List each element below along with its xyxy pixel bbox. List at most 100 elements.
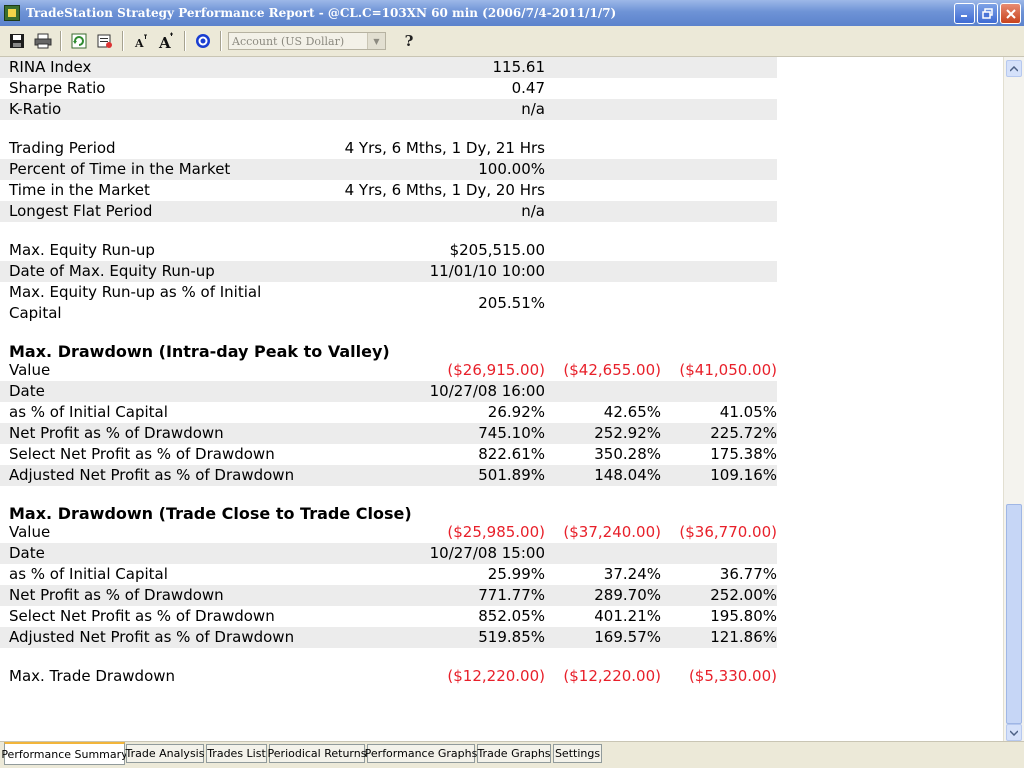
row-label: Adjusted Net Profit as % of Drawdown (9, 628, 295, 646)
row-label: Max. Trade Drawdown (9, 667, 176, 685)
tab-trade-analysis[interactable]: Trade Analysis (126, 744, 204, 763)
row-label-line: Capital (9, 304, 62, 322)
toolbar-separator (122, 31, 124, 51)
tab-performance-summary[interactable]: Performance Summary (1, 742, 128, 765)
account-select-value: Account (US Dollar) (232, 34, 345, 48)
row-value: 519.85% (478, 628, 545, 646)
tab-settings[interactable]: Settings (553, 744, 602, 763)
row-label: Percent of Time in the Market (9, 160, 231, 178)
row-value: 148.04% (594, 466, 661, 484)
row-label: Max. Equity Run-up as % of Initial Capit… (9, 282, 261, 324)
row-label: as % of Initial Capital (9, 403, 168, 421)
row-value: ($5,330.00) (688, 667, 777, 685)
row-label: Adjusted Net Profit as % of Drawdown (9, 466, 295, 484)
row-value: 289.70% (594, 586, 661, 604)
row-value: ($12,220.00) (447, 667, 545, 685)
minimize-button[interactable] (954, 3, 975, 24)
target-icon (196, 34, 210, 48)
tab-periodical-returns[interactable]: Periodical Returns (268, 744, 366, 763)
report-row: Net Profit as % of Drawdown 771.77% 289.… (0, 585, 777, 606)
scroll-up-button[interactable] (1006, 60, 1022, 77)
row-value: ($42,655.00) (563, 361, 661, 379)
row-value: ($25,985.00) (447, 523, 545, 541)
report-row: K-Ratio n/a (0, 99, 777, 120)
report-row: Select Net Profit as % of Drawdown 822.6… (0, 444, 777, 465)
report-row: Value ($26,915.00) ($42,655.00) ($41,050… (0, 360, 777, 381)
tab-trade-graphs[interactable]: Trade Graphs (477, 744, 551, 763)
help-icon: ? (404, 32, 414, 50)
row-value: ($36,770.00) (679, 523, 777, 541)
row-label: Date (9, 382, 45, 400)
font-increase-icon: A (158, 32, 173, 50)
row-value: 10/27/08 15:00 (429, 544, 545, 562)
row-value: 252.92% (594, 424, 661, 442)
row-value: 822.61% (478, 445, 545, 463)
section-heading: Max. Drawdown (Trade Close to Trade Clos… (9, 504, 412, 523)
svg-text:A: A (134, 37, 144, 49)
tradestation-app-icon[interactable] (4, 5, 20, 21)
chevron-down-icon[interactable]: ▼ (367, 33, 385, 49)
close-button[interactable] (1000, 3, 1021, 24)
report-content: RINA Index 115.61 Sharpe Ratio 0.47 K-Ra… (0, 57, 1003, 741)
report-row: Trading Period 4 Yrs, 6 Mths, 1 Dy, 21 H… (0, 138, 777, 159)
help-button[interactable]: ? (398, 30, 420, 52)
chevron-up-icon (1010, 65, 1018, 72)
scrollbar-thumb[interactable] (1006, 504, 1022, 724)
target-button[interactable] (192, 30, 214, 52)
account-select[interactable]: Account (US Dollar) ▼ (228, 32, 386, 50)
font-increase-button[interactable]: A (156, 30, 178, 52)
row-value: 401.21% (594, 607, 661, 625)
row-label: Value (9, 523, 51, 541)
scroll-down-button[interactable] (1006, 724, 1022, 741)
tab-performance-graphs[interactable]: Performance Graphs (365, 744, 477, 763)
properties-icon (97, 34, 112, 48)
row-value: 42.65% (603, 403, 661, 421)
row-label: as % of Initial Capital (9, 565, 168, 583)
report-row: Max. Trade Drawdown ($12,220.00) ($12,22… (0, 666, 777, 687)
save-button[interactable] (6, 30, 28, 52)
row-value: 4 Yrs, 6 Mths, 1 Dy, 21 Hrs (344, 139, 545, 157)
row-value: ($26,915.00) (447, 361, 545, 379)
row-value: 175.38% (710, 445, 777, 463)
row-label: Value (9, 361, 51, 379)
svg-text:A: A (158, 34, 171, 50)
print-icon (34, 33, 52, 49)
tab-trades-list[interactable]: Trades List (206, 744, 267, 763)
report-row: Max. Equity Run-up $205,515.00 (0, 240, 777, 261)
row-label: K-Ratio (9, 100, 62, 118)
row-label: Date (9, 544, 45, 562)
report-tabs: Performance Summary Trade Analysis Trade… (0, 741, 1024, 768)
row-value: ($12,220.00) (563, 667, 661, 685)
row-label: RINA Index (9, 58, 92, 76)
chevron-down-icon (1010, 729, 1018, 736)
report-row: Adjusted Net Profit as % of Drawdown 519… (0, 627, 777, 648)
properties-button[interactable] (94, 30, 116, 52)
row-label-line: Max. Equity Run-up as % of Initial (9, 283, 262, 301)
close-icon (1005, 8, 1016, 19)
vertical-scrollbar[interactable] (1003, 57, 1024, 741)
row-value: 745.10% (478, 424, 545, 442)
row-value: 205.51% (478, 294, 545, 312)
font-decrease-button[interactable]: A (130, 30, 152, 52)
row-value: n/a (521, 100, 545, 118)
row-value: 169.57% (594, 628, 661, 646)
restore-icon (982, 8, 993, 19)
row-value: 115.61 (492, 58, 546, 76)
font-decrease-icon: A (134, 34, 147, 49)
row-value: 0.47 (511, 79, 545, 97)
toolbar-separator (220, 31, 222, 51)
row-value: $205,515.00 (449, 241, 545, 259)
restore-button[interactable] (977, 3, 998, 24)
title-bar: TradeStation Strategy Performance Report… (0, 0, 1024, 26)
row-label: Longest Flat Period (9, 202, 153, 220)
row-value: ($41,050.00) (679, 361, 777, 379)
refresh-button[interactable] (68, 30, 90, 52)
report-row: Value ($25,985.00) ($37,240.00) ($36,770… (0, 522, 777, 543)
report-row: Time in the Market 4 Yrs, 6 Mths, 1 Dy, … (0, 180, 777, 201)
print-button[interactable] (32, 30, 54, 52)
section-heading: Max. Drawdown (Intra-day Peak to Valley) (9, 342, 390, 361)
window-title: TradeStation Strategy Performance Report… (26, 6, 617, 20)
report-row: Longest Flat Period n/a (0, 201, 777, 222)
report-row: Select Net Profit as % of Drawdown 852.0… (0, 606, 777, 627)
toolbar: A A Account (US Dollar) ▼ ? (0, 26, 1024, 57)
